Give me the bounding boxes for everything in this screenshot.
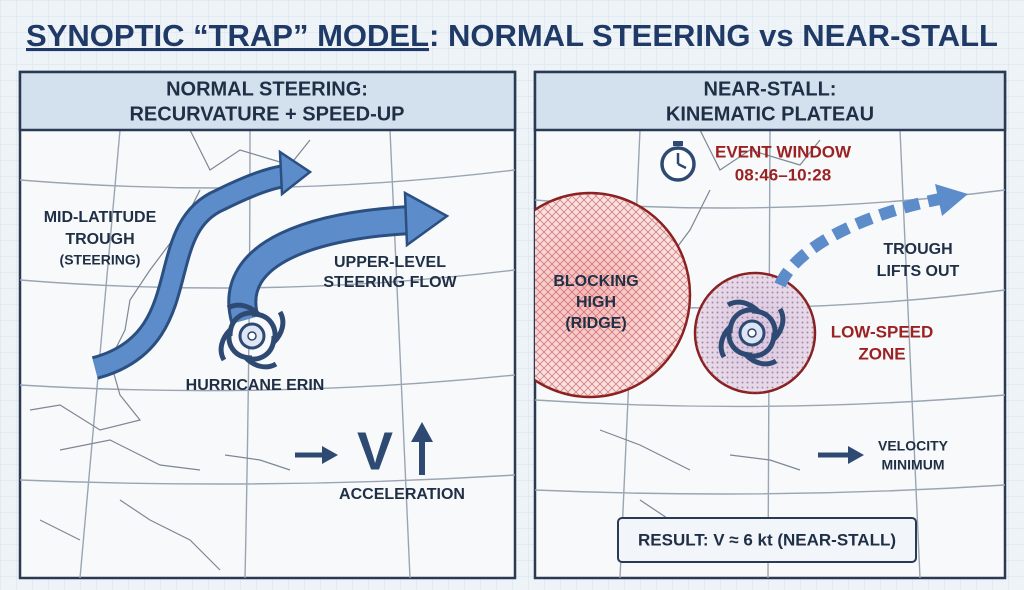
label: MINIMUM bbox=[882, 457, 945, 473]
label: (RIDGE) bbox=[565, 315, 626, 332]
label: MID-LATITUDE bbox=[44, 209, 157, 226]
label: ACCELERATION bbox=[339, 486, 465, 503]
label: 08:46–10:28 bbox=[735, 165, 831, 184]
stopwatch-icon bbox=[660, 141, 696, 182]
label: (STEERING) bbox=[60, 252, 141, 268]
label: UPPER-LEVEL bbox=[334, 254, 446, 271]
label: STEERING FLOW bbox=[323, 274, 457, 291]
label: HIGH bbox=[576, 294, 616, 311]
velocity-symbol: V bbox=[357, 421, 393, 481]
label: HURRICANE ERIN bbox=[186, 377, 325, 394]
label: ZONE bbox=[858, 344, 905, 363]
label: TROUGH bbox=[883, 241, 952, 258]
panel-header: RECURVATURE + SPEED-UP bbox=[129, 103, 404, 125]
title-rest: : NORMAL STEERING vs NEAR-STALL bbox=[429, 18, 998, 53]
result-box: RESULT: V ≈ 6 kt (NEAR-STALL) bbox=[638, 530, 896, 549]
label: EVENT WINDOW bbox=[715, 142, 852, 161]
left-panel: NORMAL STEERING: RECURVATURE + SPEED-UP … bbox=[18, 70, 517, 580]
label: LIFTS OUT bbox=[877, 263, 960, 280]
title: SYNOPTIC “TRAP” MODEL: NORMAL STEERING v… bbox=[26, 18, 998, 53]
panel-header: NORMAL STEERING: bbox=[166, 78, 368, 100]
label: BLOCKING bbox=[553, 273, 638, 290]
title-main: SYNOPTIC “TRAP” MODEL bbox=[26, 18, 429, 53]
panel-header: NEAR-STALL: bbox=[704, 78, 837, 100]
right-panel: NEAR-STALL: KINEMATIC PLATEAU EVENT WIND… bbox=[533, 70, 1007, 580]
panel-header: KINEMATIC PLATEAU bbox=[666, 103, 874, 125]
label: VELOCITY bbox=[878, 438, 949, 454]
label: LOW-SPEED bbox=[831, 322, 934, 341]
label: TROUGH bbox=[65, 231, 134, 248]
